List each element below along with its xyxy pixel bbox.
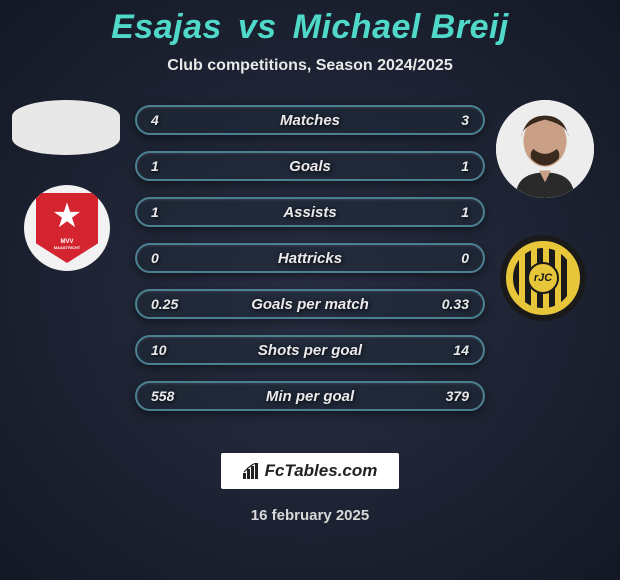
player1-club-badge: ★ MVV MAASTRICHT	[24, 185, 110, 271]
stat-rows-container: 4Matches31Goals11Assists10Hattricks00.25…	[135, 105, 485, 411]
stat-label: Matches	[280, 112, 340, 129]
date-text: 16 february 2025	[0, 507, 620, 524]
stat-left-value: 1	[151, 158, 185, 174]
stat-right-value: 14	[435, 342, 469, 358]
stat-label: Hattricks	[278, 250, 342, 267]
stat-left-value: 4	[151, 112, 185, 128]
stat-row: 1 Assists 1	[135, 197, 485, 227]
player2-club-badge: rJC	[500, 235, 586, 321]
mvv-star-icon: ★	[52, 199, 82, 233]
stat-right-value: 3	[435, 112, 469, 128]
comparison-title: Esajas vs Michael Breij	[0, 8, 620, 47]
stat-label: Assists	[283, 204, 336, 221]
player1-name: Esajas	[111, 8, 222, 46]
stat-row: 1 Goals 1	[135, 151, 485, 181]
stat-right-value: 1	[435, 158, 469, 174]
player2-name: Michael Breij	[293, 8, 509, 46]
stat-left-value: 1	[151, 204, 185, 220]
chart-icon	[243, 463, 261, 479]
player2-avatar	[496, 100, 594, 198]
vs-text: vs	[238, 8, 277, 46]
comparison-content: ★ MVV MAASTRICHT rJC 4 Matches 3 1 Goals 1 1 As…	[0, 105, 620, 445]
player1-avatar	[12, 100, 120, 155]
brand-text: FcTables.com	[265, 461, 378, 480]
stat-row: 10 Shots per goal 14	[135, 335, 485, 365]
stat-right-value: 0.33	[435, 296, 469, 312]
stat-label: Min per goal	[266, 388, 354, 405]
stat-left-value: 558	[151, 388, 185, 404]
stat-row: 0 Hattricks 0	[135, 243, 485, 273]
fctables-brand[interactable]: FcTables.com	[221, 453, 400, 489]
stat-label: Shots per goal	[258, 342, 362, 359]
stat-row: 4 Matches 3	[135, 105, 485, 135]
stat-left-value: 0	[151, 250, 185, 266]
roda-badge-text: rJC	[527, 262, 559, 294]
stat-right-value: 1	[435, 204, 469, 220]
subtitle: Club competitions, Season 2024/2025	[0, 57, 620, 75]
stat-left-value: 10	[151, 342, 185, 358]
stat-label: Goals per match	[251, 296, 369, 313]
stat-left-value: 0.25	[151, 296, 185, 312]
stat-label: Goals	[289, 158, 331, 175]
stat-right-value: 379	[435, 388, 469, 404]
mvv-badge-text: MVV MAASTRICHT	[36, 239, 98, 251]
stat-row: 0.25 Goals per match 0.33	[135, 289, 485, 319]
stat-right-value: 0	[435, 250, 469, 266]
stat-row: 558 Min per goal 379	[135, 381, 485, 411]
